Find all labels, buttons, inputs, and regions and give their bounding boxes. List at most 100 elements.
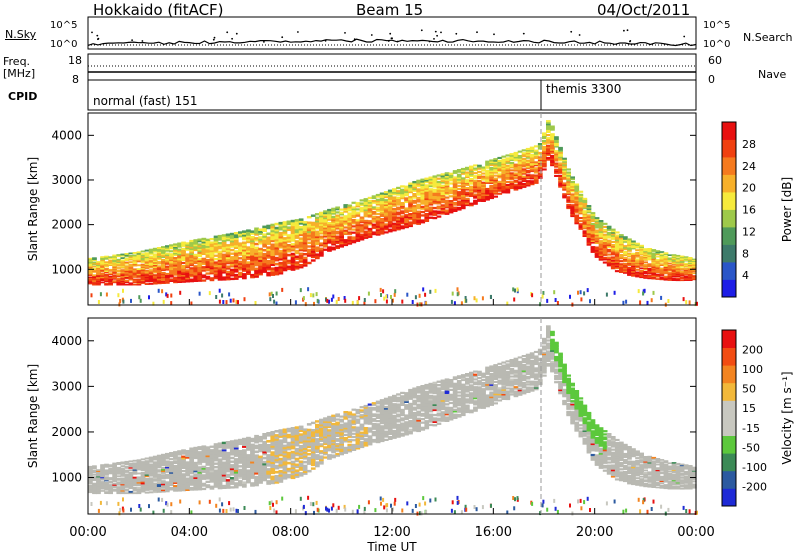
velocity-cell	[205, 477, 211, 480]
power-cell	[444, 177, 450, 180]
power-cell	[193, 245, 199, 248]
velocity-cell	[152, 489, 158, 492]
power-cell	[387, 223, 393, 226]
power-cell	[355, 214, 361, 217]
power-cell	[266, 273, 271, 277]
power-cell	[229, 259, 235, 263]
velocity-cell	[351, 421, 357, 424]
power-cell	[570, 193, 575, 196]
velocity-cell	[310, 434, 316, 437]
power-cell	[408, 201, 413, 204]
power-cell	[359, 230, 365, 233]
velocity-cell	[173, 461, 178, 464]
velocity-cell	[221, 479, 227, 482]
power-cell	[505, 178, 511, 181]
power-cell	[606, 228, 612, 231]
power-cell	[602, 233, 608, 236]
nsky-dot	[396, 40, 399, 43]
velocity-cell	[306, 436, 312, 439]
velocity-cell	[290, 427, 296, 430]
velocity-cell	[278, 433, 284, 436]
power-cell	[493, 179, 498, 182]
power-cell	[148, 259, 154, 262]
power-cell	[225, 274, 231, 277]
power-cell	[663, 255, 669, 258]
power-cell	[238, 273, 243, 276]
power-cell	[274, 238, 280, 242]
power-cell	[112, 258, 117, 260]
power-cell	[623, 240, 628, 243]
power-cell	[282, 248, 288, 252]
power-cell	[315, 220, 320, 223]
power-cell	[651, 266, 657, 268]
power-cell	[92, 258, 97, 261]
power-cell	[509, 153, 515, 156]
velocity-cell	[132, 459, 138, 462]
power-cell	[282, 225, 288, 228]
power-cell	[679, 257, 685, 260]
velocity-cell	[310, 421, 316, 425]
velocity-cell	[327, 415, 332, 419]
power-cell	[282, 245, 288, 248]
power-cell	[161, 269, 166, 271]
power-speckle	[453, 301, 456, 306]
velocity-cell	[315, 447, 320, 450]
power-cell	[185, 275, 190, 278]
power-cell	[679, 274, 685, 277]
power-cell	[152, 249, 158, 252]
power-cell	[396, 198, 401, 201]
power-cell	[477, 187, 482, 190]
power-cell	[558, 167, 563, 170]
power-cell	[550, 139, 555, 142]
power-speckle	[119, 299, 122, 303]
power-cell	[619, 264, 624, 267]
power-cell	[181, 241, 186, 244]
power-cell	[217, 255, 223, 259]
velocity-cell	[335, 446, 340, 449]
power-cell	[436, 187, 442, 190]
power-cell	[424, 191, 430, 194]
velocity-cell	[266, 480, 271, 483]
power-cell	[132, 268, 138, 271]
power-cell	[306, 252, 312, 255]
velocity-cell	[104, 478, 109, 481]
power-cell	[497, 167, 503, 170]
velocity-cell	[217, 449, 223, 452]
power-cell	[189, 239, 194, 243]
velocity-cell	[282, 444, 288, 448]
velocity-cell	[233, 458, 239, 461]
power-cell	[651, 253, 657, 256]
velocity-cell	[193, 476, 199, 479]
power-cell	[643, 277, 648, 279]
power-cell	[432, 210, 438, 213]
power-cell	[323, 221, 328, 225]
power-cell	[659, 253, 665, 256]
power-cell	[148, 282, 154, 285]
power-speckle	[569, 294, 571, 299]
velocity-cell	[165, 469, 170, 472]
power-cell	[529, 180, 535, 183]
power-cell	[233, 241, 239, 244]
power-cell	[465, 182, 470, 185]
velocity-cell	[197, 446, 203, 449]
velocity-cell	[205, 453, 211, 456]
power-cell	[298, 252, 304, 256]
power-cell	[554, 150, 559, 153]
power-cell	[627, 246, 632, 249]
power-cell	[156, 278, 162, 280]
velocity-cell	[161, 481, 166, 484]
power-cell	[432, 198, 438, 201]
power-cell	[197, 263, 203, 266]
velocity-cell	[347, 443, 353, 446]
power-cell	[465, 199, 470, 202]
power-cell	[562, 163, 567, 166]
power-cell	[347, 221, 353, 225]
power-cell	[233, 233, 239, 237]
power-cell	[619, 269, 624, 272]
velocity-cell	[156, 470, 162, 473]
power-cell	[306, 241, 312, 244]
power-cell	[359, 225, 365, 228]
power-cell	[554, 174, 559, 177]
power-cell	[343, 242, 349, 245]
power-cell	[489, 192, 494, 195]
